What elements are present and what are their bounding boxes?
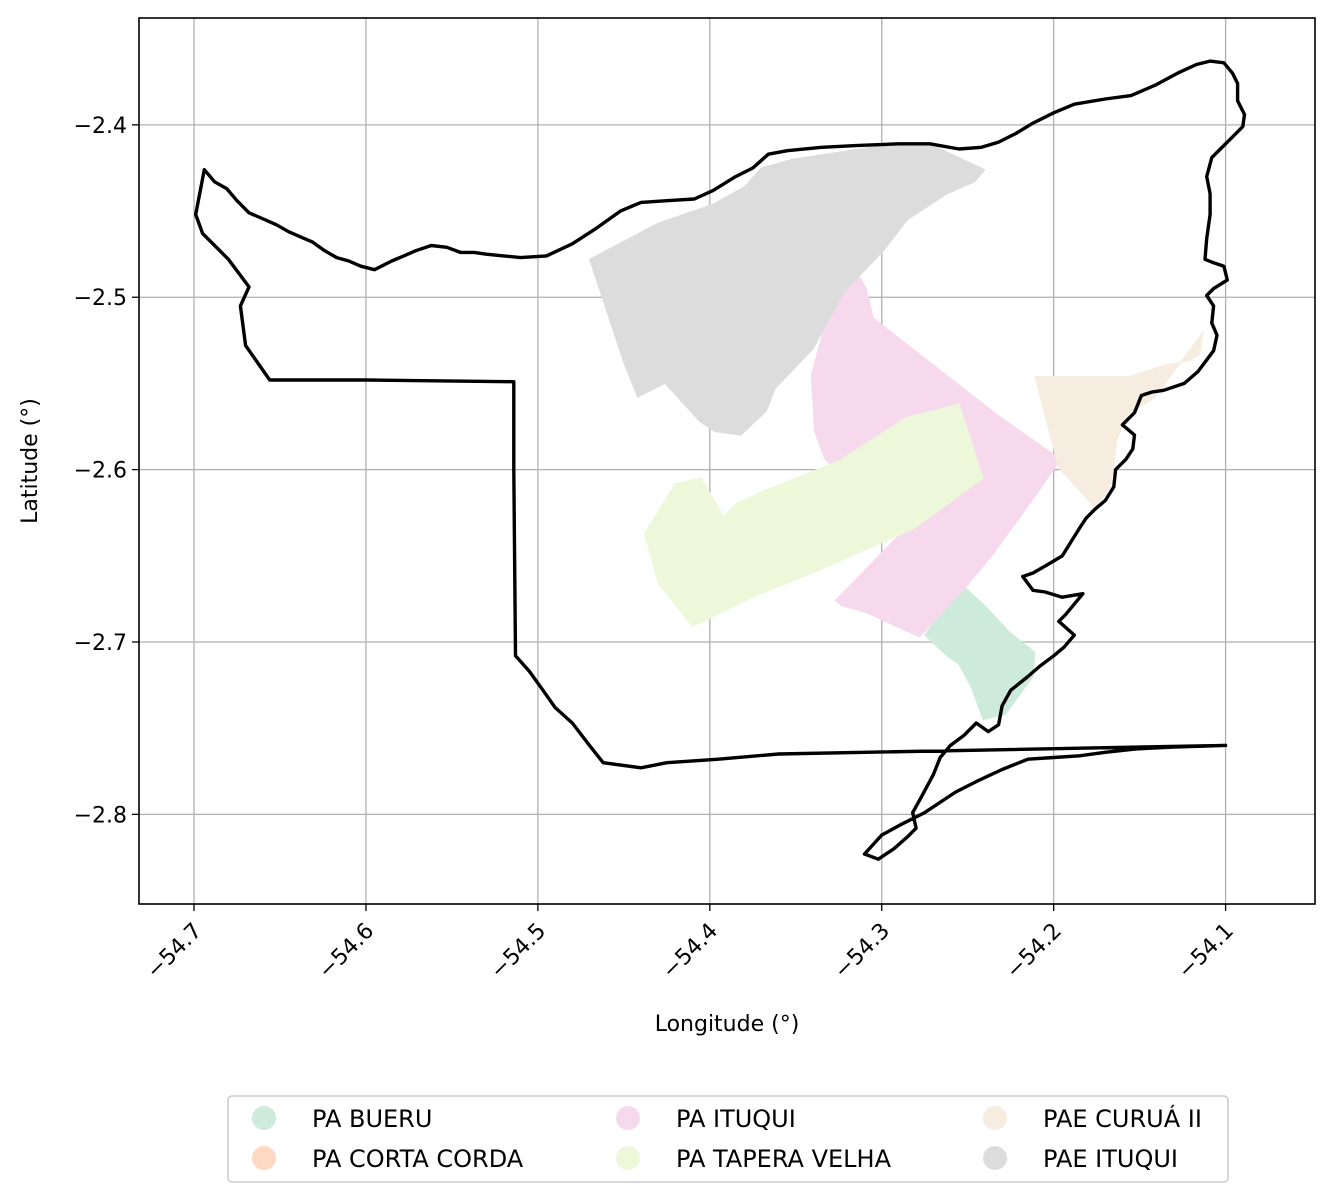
y-tick-label: −2.6 [74,459,127,484]
legend-marker [616,1106,640,1130]
legend-marker [252,1106,276,1130]
legend-label: PA ITUQUI [676,1105,796,1133]
area-pa-bueru [924,584,1036,721]
legend: PA BUERU PA CORTA CORDA PA ITUQUI PA TAPERA… [227,1095,1229,1183]
y-tick-label: −2.8 [74,803,127,828]
legend-marker [983,1146,1007,1170]
legend-label: PAE CURUÁ II [1043,1104,1202,1133]
x-tick-label: −54.3 [830,919,895,984]
y-tick-label: −2.7 [74,631,127,656]
legend-item: PAE CURUÁ II [983,1104,1202,1133]
x-tick-label: −54.7 [142,919,207,984]
x-tick-label: −54.1 [1173,919,1238,984]
x-tick-label: −54.6 [314,919,379,984]
legend-marker [616,1146,640,1170]
area-pae-ituqui [588,145,986,436]
x-axis-label: Longitude (°) [655,1012,800,1037]
area-pae-curu-ii [1034,331,1204,509]
municipality-boundary [193,59,1247,861]
legend-item: PA BUERU [252,1105,432,1133]
grid-lines [139,18,1315,904]
legend-label: PA CORTA CORDA [312,1145,524,1173]
legend-box [227,1095,1229,1183]
plot-frame [138,17,1316,905]
legend-item: PAE ITUQUI [983,1145,1178,1173]
legend-item: PA CORTA CORDA [252,1145,524,1173]
map-areas [588,145,1204,721]
legend-label: PA BUERU [312,1105,432,1133]
legend-item: PA TAPERA VELHA [616,1145,892,1173]
legend-marker [983,1106,1007,1130]
x-tick-label: −54.2 [1002,919,1067,984]
legend-label: PA TAPERA VELHA [676,1145,892,1173]
boundary-line [193,59,1247,861]
area-pa-tapera-velha [643,403,984,628]
legend-marker [252,1146,276,1170]
y-axis-ticks: −2.4 −2.5 −2.6 −2.7 −2.8 [74,114,139,828]
x-tick-label: −54.5 [486,919,551,984]
x-axis-ticks: −54.7 −54.6 −54.5 −54.4 −54.3 −54.2 −54.1 [142,904,1239,984]
y-tick-label: −2.5 [74,286,127,311]
legend-entries: PA BUERU PA CORTA CORDA PA ITUQUI PA TAPERA… [252,1104,1202,1173]
legend-label: PAE ITUQUI [1043,1145,1178,1173]
legend-item: PA ITUQUI [616,1105,796,1133]
y-tick-label: −2.4 [74,114,127,139]
y-axis-label: Latitude (°) [18,398,43,524]
x-tick-label: −54.4 [658,919,723,984]
